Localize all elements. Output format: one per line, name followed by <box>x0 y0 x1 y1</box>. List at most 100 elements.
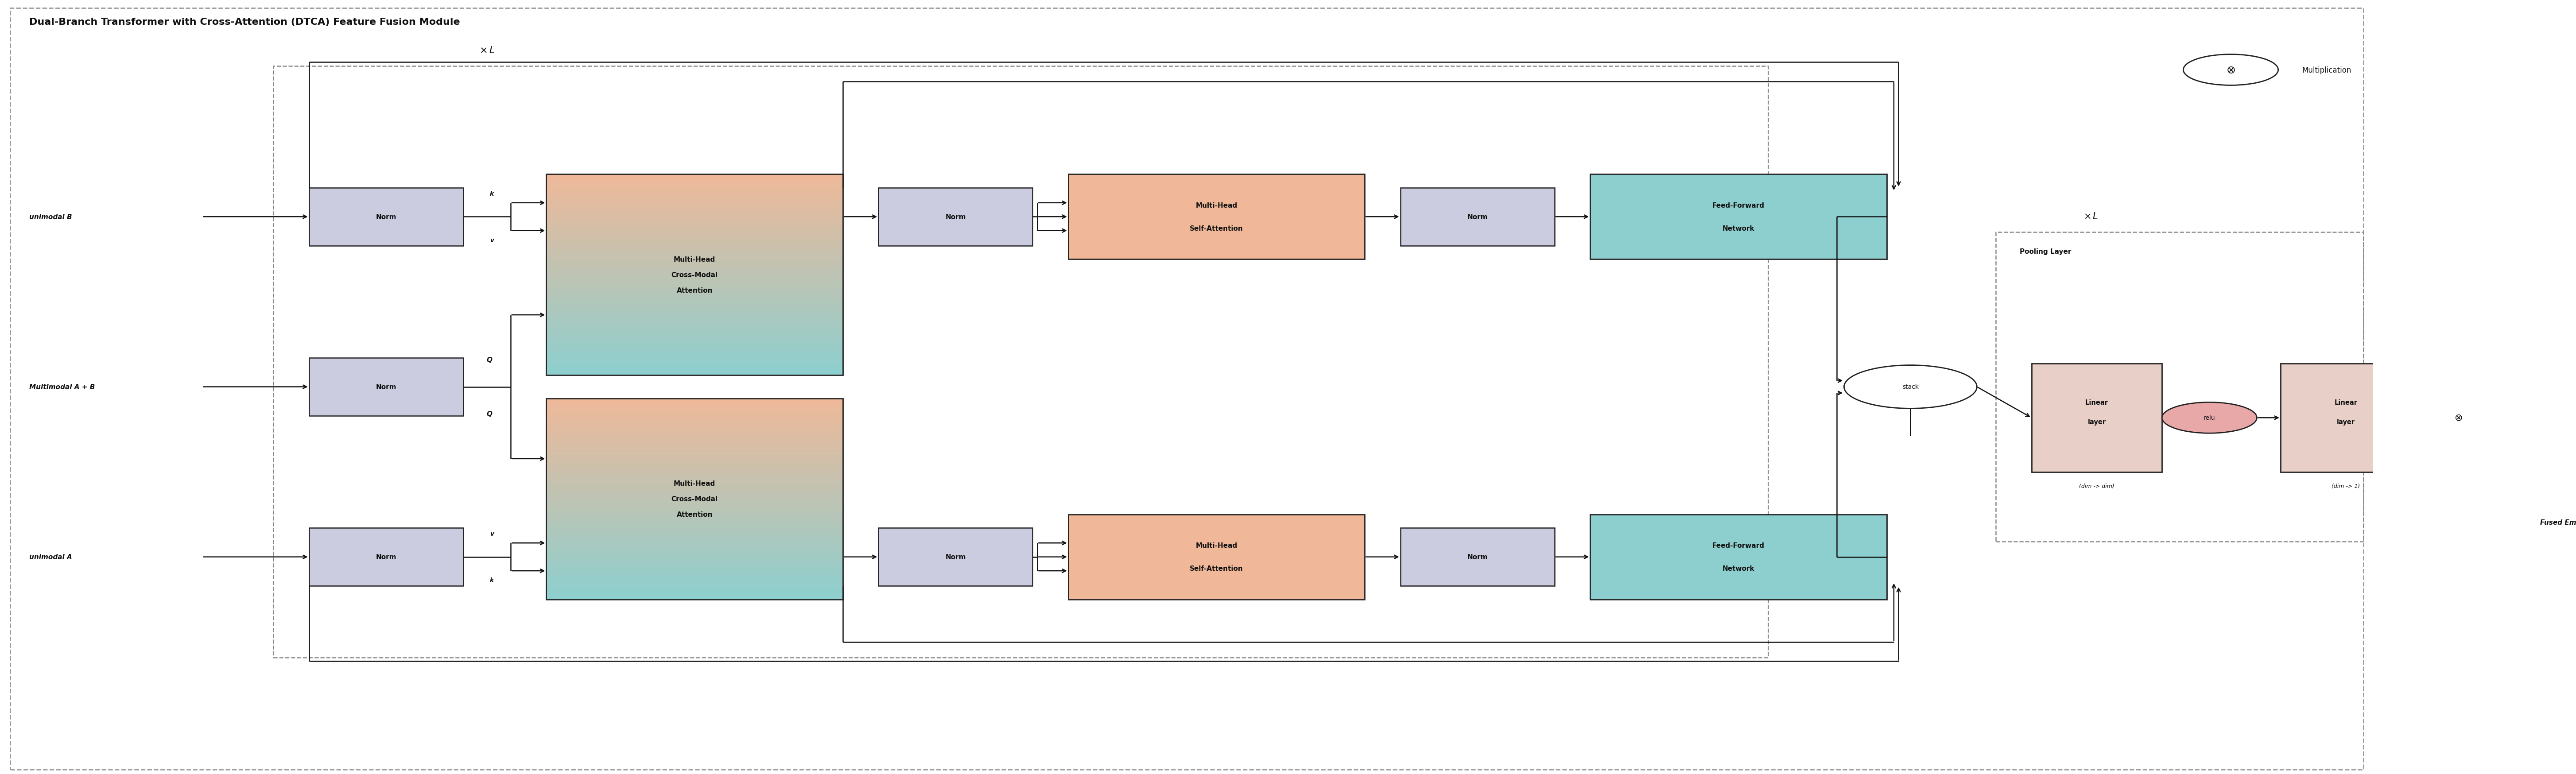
Bar <box>546 235 842 238</box>
Bar <box>546 305 842 308</box>
Bar <box>546 583 842 586</box>
Text: Attention: Attention <box>677 511 714 518</box>
Bar <box>2545 387 2576 391</box>
Bar <box>546 312 842 315</box>
Bar <box>546 355 842 358</box>
Bar <box>546 265 842 269</box>
Bar <box>546 519 842 522</box>
Bar <box>2545 437 2576 441</box>
Bar <box>2545 453 2576 457</box>
Bar <box>2545 271 2576 503</box>
Bar <box>546 556 842 560</box>
Bar <box>2545 360 2576 364</box>
Bar <box>546 485 842 489</box>
Bar <box>2545 337 2576 341</box>
Bar <box>546 228 842 231</box>
Bar <box>546 590 842 593</box>
Bar <box>546 526 842 529</box>
Bar <box>1401 528 1553 586</box>
Bar <box>309 358 464 416</box>
Bar <box>546 512 842 515</box>
Bar <box>2545 430 2576 433</box>
Bar <box>546 178 842 181</box>
Bar <box>2280 364 2411 472</box>
Text: stack: stack <box>1901 384 1919 390</box>
Bar <box>1589 515 1886 600</box>
Bar <box>546 419 842 422</box>
Bar <box>546 416 842 419</box>
Bar <box>546 422 842 426</box>
Text: Q: Q <box>487 357 492 363</box>
Bar <box>1401 188 1553 246</box>
Bar <box>546 214 842 218</box>
Bar <box>2545 325 2576 329</box>
Circle shape <box>2161 402 2257 433</box>
Bar <box>546 449 842 452</box>
Bar <box>546 221 842 224</box>
Bar <box>2545 464 2576 468</box>
Text: Linear: Linear <box>2334 399 2357 406</box>
Bar <box>546 570 842 573</box>
Bar <box>2545 484 2576 488</box>
Bar <box>546 466 842 469</box>
Text: Network: Network <box>1723 225 1754 232</box>
Text: Cross-Modal: Cross-Modal <box>672 495 719 502</box>
Bar <box>546 456 842 459</box>
Bar <box>546 174 842 178</box>
Bar <box>546 576 842 580</box>
Text: $\otimes$: $\otimes$ <box>2455 413 2463 423</box>
Bar <box>546 322 842 325</box>
Text: v: v <box>489 531 495 537</box>
Bar <box>546 328 842 332</box>
Text: Dual-Branch Transformer with Cross-Attention (DTCA) Feature Fusion Module: Dual-Branch Transformer with Cross-Atten… <box>28 18 461 26</box>
Text: unimodal B: unimodal B <box>28 214 72 221</box>
Bar <box>309 188 464 246</box>
Bar <box>546 499 842 502</box>
Text: Cross-Modal: Cross-Modal <box>672 272 719 279</box>
Bar <box>546 482 842 485</box>
Text: k: k <box>489 190 495 197</box>
Bar <box>2545 383 2576 387</box>
Bar <box>546 302 842 305</box>
Bar <box>2545 302 2576 306</box>
Bar <box>1069 174 1365 259</box>
Bar <box>546 335 842 338</box>
Bar <box>546 399 842 402</box>
Bar <box>546 426 842 429</box>
Bar <box>546 224 842 228</box>
Bar <box>546 412 842 416</box>
Circle shape <box>2416 404 2501 432</box>
Bar <box>546 596 842 600</box>
Bar <box>546 365 842 368</box>
Bar <box>546 553 842 556</box>
Bar <box>546 332 842 335</box>
Bar <box>546 399 842 600</box>
Bar <box>546 352 842 355</box>
Bar <box>2545 488 2576 491</box>
Bar <box>546 446 842 449</box>
Bar <box>2545 406 2576 410</box>
Bar <box>546 495 842 499</box>
Bar <box>2545 279 2576 283</box>
Circle shape <box>1844 365 1976 409</box>
Bar <box>546 550 842 553</box>
Bar <box>546 325 842 328</box>
Bar <box>546 252 842 255</box>
Bar <box>2545 495 2576 499</box>
Text: Network: Network <box>1723 565 1754 572</box>
Bar <box>546 345 842 348</box>
Bar <box>2545 364 2576 368</box>
Text: (dim -> dim): (dim -> dim) <box>2079 483 2115 489</box>
Bar <box>546 194 842 198</box>
Bar <box>878 528 1033 586</box>
Bar <box>2545 414 2576 418</box>
Bar <box>546 358 842 362</box>
Bar <box>2545 468 2576 472</box>
Text: Norm: Norm <box>376 553 397 560</box>
Bar <box>2545 399 2576 402</box>
Text: $\otimes$: $\otimes$ <box>2226 65 2236 76</box>
Bar <box>546 533 842 536</box>
Bar <box>2545 368 2576 372</box>
Bar <box>2545 298 2576 302</box>
Bar <box>546 502 842 505</box>
